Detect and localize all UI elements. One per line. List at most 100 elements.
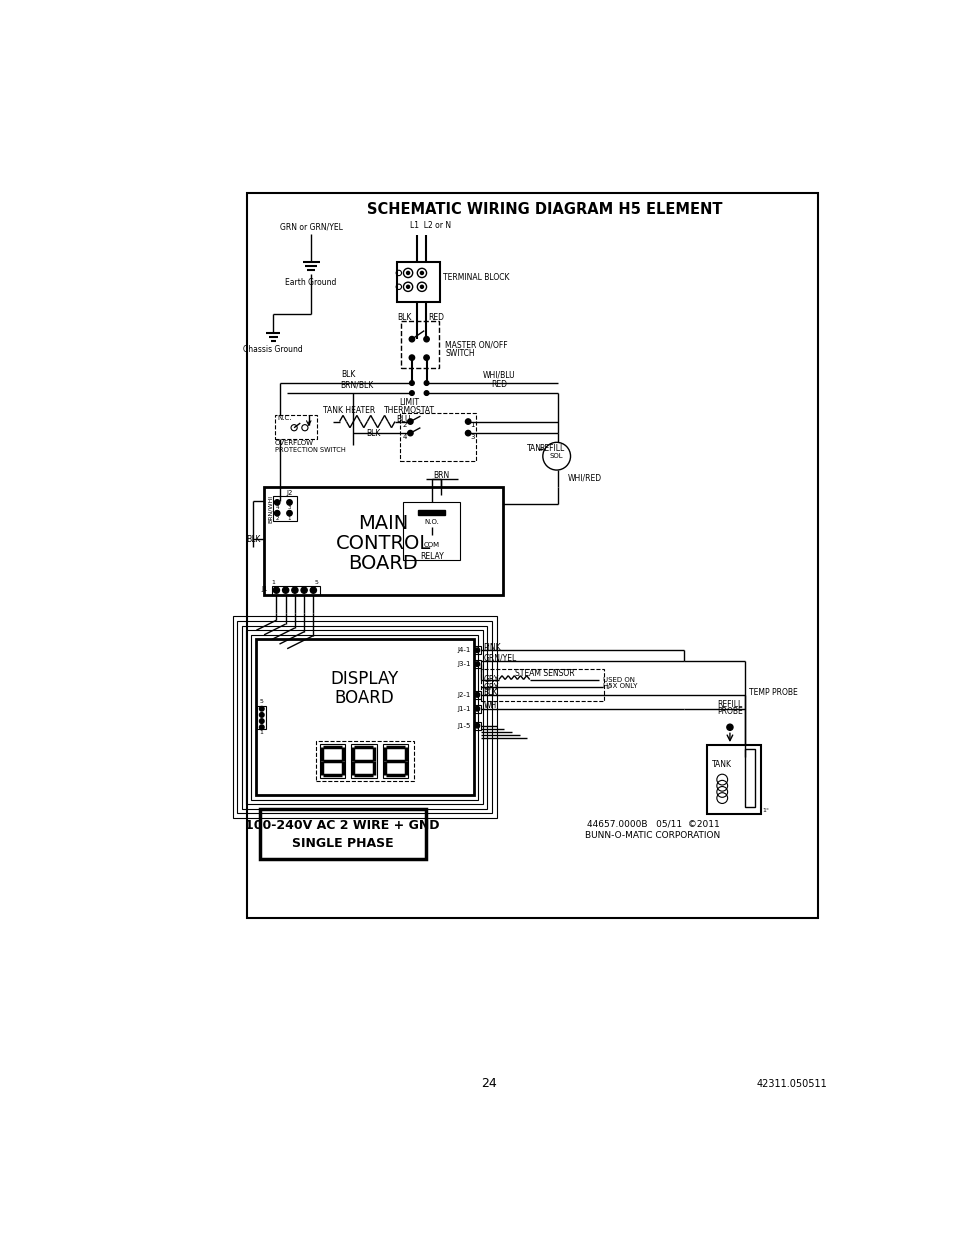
Text: BOARD: BOARD [334, 689, 394, 706]
Text: BLK: BLK [483, 688, 497, 697]
Bar [400, 412, 476, 461]
Bar [274, 415, 317, 440]
Text: SOL: SOL [549, 453, 563, 459]
Circle shape [274, 587, 279, 593]
Text: GRN/YEL: GRN/YEL [483, 653, 517, 662]
Text: CONTROL: CONTROL [335, 534, 431, 553]
Text: BRN/WHI: BRN/WHI [268, 494, 273, 522]
Text: J2: J2 [286, 490, 293, 496]
Text: N.O.: N.O. [424, 519, 439, 525]
Text: BRN: BRN [433, 471, 449, 480]
Text: BOARD: BOARD [348, 553, 417, 573]
Circle shape [420, 272, 423, 274]
Circle shape [475, 724, 479, 727]
Text: MAIN: MAIN [358, 514, 408, 532]
Text: REFILL: REFILL [538, 445, 564, 453]
Text: 3: 3 [288, 505, 291, 510]
Circle shape [409, 390, 414, 395]
Text: SCHEMATIC WIRING DIAGRAM H5 ELEMENT: SCHEMATIC WIRING DIAGRAM H5 ELEMENT [367, 203, 722, 217]
Text: N.C.: N.C. [277, 415, 292, 421]
Circle shape [475, 662, 479, 667]
Text: TAN: TAN [526, 445, 541, 453]
Circle shape [423, 336, 429, 342]
Text: Chassis Ground: Chassis Ground [243, 346, 303, 354]
Bar [273, 496, 297, 521]
Text: BLK: BLK [366, 429, 380, 437]
Text: USED ON: USED ON [602, 677, 634, 683]
Bar [260, 809, 425, 858]
Text: 42311.050511: 42311.050511 [756, 1078, 826, 1089]
Bar [473, 721, 480, 730]
Text: 1: 1 [259, 730, 263, 735]
Bar [251, 635, 477, 799]
Circle shape [259, 706, 264, 711]
Text: BLK: BLK [247, 535, 261, 543]
Circle shape [465, 431, 471, 436]
Circle shape [475, 706, 479, 711]
Circle shape [406, 272, 409, 274]
Circle shape [406, 285, 409, 288]
Circle shape [259, 719, 264, 724]
Bar [473, 692, 480, 699]
Bar [237, 621, 492, 814]
Text: 5: 5 [314, 580, 318, 585]
Bar [241, 626, 487, 809]
Text: TEMP PROBE: TEMP PROBE [748, 688, 797, 697]
Bar [255, 640, 473, 795]
Circle shape [292, 587, 297, 593]
Bar [402, 503, 460, 561]
Bar [272, 585, 319, 595]
Text: GRY: GRY [483, 683, 498, 692]
Bar [473, 705, 480, 713]
Bar [264, 487, 502, 595]
Text: SWITCH: SWITCH [444, 348, 475, 357]
Circle shape [408, 420, 412, 424]
Bar [706, 745, 760, 814]
Text: 4: 4 [402, 433, 407, 440]
Circle shape [475, 648, 479, 652]
Text: J4-1: J4-1 [456, 647, 470, 653]
Text: RED: RED [428, 314, 444, 322]
Text: 24: 24 [480, 1077, 497, 1091]
Text: 2: 2 [275, 516, 278, 521]
Text: 2: 2 [402, 422, 407, 429]
Circle shape [287, 510, 292, 516]
Bar [400, 321, 438, 368]
Text: PROBE: PROBE [717, 708, 742, 716]
Text: OVERFLOW: OVERFLOW [274, 440, 314, 446]
Text: STEAM SENSOR: STEAM SENSOR [515, 669, 575, 678]
Bar [316, 741, 414, 782]
Text: 1: 1 [288, 516, 291, 521]
Circle shape [726, 724, 732, 730]
Circle shape [287, 500, 292, 505]
Text: WHI: WHI [483, 701, 498, 710]
Text: H5X ONLY: H5X ONLY [602, 683, 637, 689]
Text: GRY: GRY [483, 676, 498, 684]
Text: 1°: 1° [604, 684, 612, 689]
Bar [396, 262, 439, 303]
Circle shape [409, 336, 415, 342]
Text: GRN or GRN/YEL: GRN or GRN/YEL [279, 222, 342, 231]
Text: WHI/RED: WHI/RED [568, 473, 601, 482]
Text: 1: 1 [470, 422, 475, 429]
Text: J3-1: J3-1 [456, 661, 470, 667]
Circle shape [465, 419, 471, 425]
Circle shape [259, 725, 264, 730]
Circle shape [407, 431, 413, 436]
Circle shape [274, 510, 279, 516]
Text: TANK HEATER: TANK HEATER [322, 406, 375, 415]
Text: SINGLE PHASE: SINGLE PHASE [292, 837, 393, 850]
Text: 100-240V AC 2 WIRE + GND: 100-240V AC 2 WIRE + GND [245, 819, 439, 832]
Text: BRN/BLK: BRN/BLK [339, 380, 373, 389]
Bar [247, 193, 818, 918]
Circle shape [423, 354, 429, 361]
Text: PINK: PINK [483, 642, 500, 652]
Text: BLU: BLU [395, 415, 410, 424]
Circle shape [424, 390, 429, 395]
Text: REFILL: REFILL [717, 700, 741, 709]
Text: RELAY: RELAY [419, 552, 443, 561]
Text: PROTECTION SWITCH: PROTECTION SWITCH [274, 447, 345, 453]
Circle shape [282, 587, 289, 593]
Text: 4: 4 [275, 505, 278, 510]
Circle shape [407, 419, 413, 425]
